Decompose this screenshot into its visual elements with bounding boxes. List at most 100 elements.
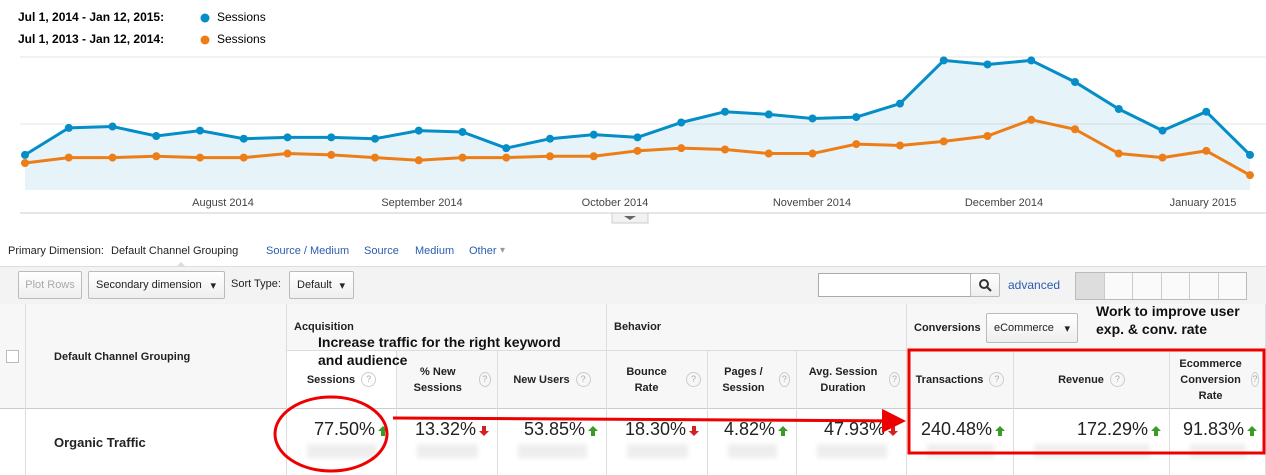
search-button[interactable] (970, 273, 1000, 297)
view-bar[interactable] (1133, 273, 1162, 299)
dropdown-caret: ▾ (500, 245, 506, 256)
dimension-option[interactable]: Other (469, 245, 497, 257)
point[interactable] (196, 153, 204, 162)
point[interactable] (239, 134, 248, 143)
point[interactable] (1202, 146, 1211, 155)
dimension-option[interactable]: Default Channel Grouping (111, 245, 239, 257)
point[interactable] (677, 118, 686, 127)
help-icon[interactable]: ? (778, 372, 790, 387)
point[interactable] (21, 159, 29, 167)
point[interactable] (633, 133, 642, 142)
column-header[interactable]: Bounce Rate? (607, 351, 708, 408)
column-header[interactable]: Pages / Session? (708, 351, 797, 408)
dimension-option[interactable]: Medium (415, 245, 455, 257)
point[interactable] (64, 153, 73, 162)
legend-period: Jul 1, 2014 - Jan 12, 2015: (18, 10, 164, 24)
help-icon[interactable]: ? (1109, 372, 1125, 387)
help-icon[interactable]: ? (478, 372, 491, 387)
plot-rows-button[interactable]: Plot Rows (18, 271, 82, 299)
help-icon[interactable]: ? (889, 372, 900, 387)
checkbox[interactable] (6, 350, 19, 363)
dimension-option[interactable]: Source / Medium (266, 245, 350, 257)
point[interactable] (808, 114, 817, 123)
point[interactable] (283, 133, 292, 142)
point[interactable] (1027, 56, 1036, 65)
point[interactable] (633, 146, 642, 155)
view-pie[interactable] (1105, 273, 1133, 299)
point[interactable] (764, 149, 773, 158)
point[interactable] (1202, 107, 1211, 116)
point[interactable] (239, 153, 248, 162)
column-header[interactable]: Avg. Session Duration? (797, 351, 907, 408)
point[interactable] (152, 152, 161, 161)
point[interactable] (546, 152, 554, 161)
point[interactable] (371, 134, 379, 143)
point[interactable] (108, 122, 117, 131)
point[interactable] (764, 110, 773, 119)
point[interactable] (983, 60, 992, 69)
point[interactable] (721, 107, 729, 116)
view-compare[interactable] (1162, 273, 1190, 299)
conversions-select[interactable]: eCommerce ▾ (986, 313, 1078, 343)
select-text: Default (297, 279, 332, 291)
view-pivot[interactable] (1219, 273, 1247, 299)
dimension-header[interactable]: Default Channel Grouping (54, 351, 191, 363)
point[interactable] (852, 140, 861, 149)
column-header[interactable]: Transactions? (907, 351, 1014, 408)
point[interactable] (414, 126, 423, 135)
point[interactable] (1027, 115, 1036, 124)
point[interactable] (152, 132, 161, 140)
point[interactable] (896, 141, 904, 150)
help-icon[interactable]: ? (361, 372, 377, 387)
view-table[interactable] (1076, 273, 1105, 299)
point[interactable] (283, 149, 292, 158)
point[interactable] (108, 153, 117, 162)
point[interactable] (1246, 171, 1254, 180)
point[interactable] (677, 144, 686, 153)
dimension-option[interactable]: Source (364, 245, 399, 257)
point[interactable] (327, 150, 336, 159)
point[interactable] (327, 133, 336, 142)
point[interactable] (458, 153, 467, 162)
point[interactable] (983, 132, 992, 140)
column-header[interactable]: Revenue? (1014, 351, 1170, 408)
help-icon[interactable]: ? (575, 372, 591, 387)
sort-select[interactable]: Default ▾ (289, 271, 354, 299)
column-header[interactable]: New Users? (498, 351, 607, 408)
point[interactable] (939, 56, 948, 65)
point[interactable] (1114, 149, 1123, 158)
point[interactable] (196, 126, 204, 135)
point[interactable] (64, 123, 73, 132)
column-header[interactable]: % New Sessions? (397, 351, 498, 408)
point[interactable] (21, 150, 29, 159)
secondary-dimension-select[interactable]: Secondary dimension ▾ (88, 271, 225, 299)
point[interactable] (1246, 150, 1254, 159)
point[interactable] (1071, 78, 1079, 86)
point[interactable] (502, 153, 511, 162)
point[interactable] (589, 130, 598, 139)
help-icon[interactable]: ? (989, 372, 1005, 387)
point[interactable] (896, 99, 904, 108)
point[interactable] (589, 152, 598, 161)
search-input[interactable] (818, 273, 972, 297)
advanced-link[interactable]: advanced (1008, 278, 1061, 292)
point[interactable] (1158, 126, 1167, 135)
point[interactable] (414, 156, 423, 165)
column-header[interactable]: Ecommerce Conversion Rate? (1170, 351, 1266, 408)
point[interactable] (1158, 153, 1167, 162)
help-icon[interactable]: ? (1251, 372, 1259, 387)
point[interactable] (852, 113, 861, 122)
help-icon[interactable]: ? (686, 372, 701, 387)
point[interactable] (546, 134, 554, 143)
point[interactable] (502, 144, 511, 153)
point[interactable] (458, 127, 467, 136)
row-label[interactable]: Organic Traffic (54, 435, 146, 450)
point[interactable] (371, 153, 379, 162)
point[interactable] (939, 137, 948, 146)
view-terms[interactable] (1190, 273, 1219, 299)
point[interactable] (808, 149, 817, 158)
point[interactable] (1114, 105, 1123, 113)
point[interactable] (1071, 125, 1079, 134)
point[interactable] (721, 145, 729, 154)
